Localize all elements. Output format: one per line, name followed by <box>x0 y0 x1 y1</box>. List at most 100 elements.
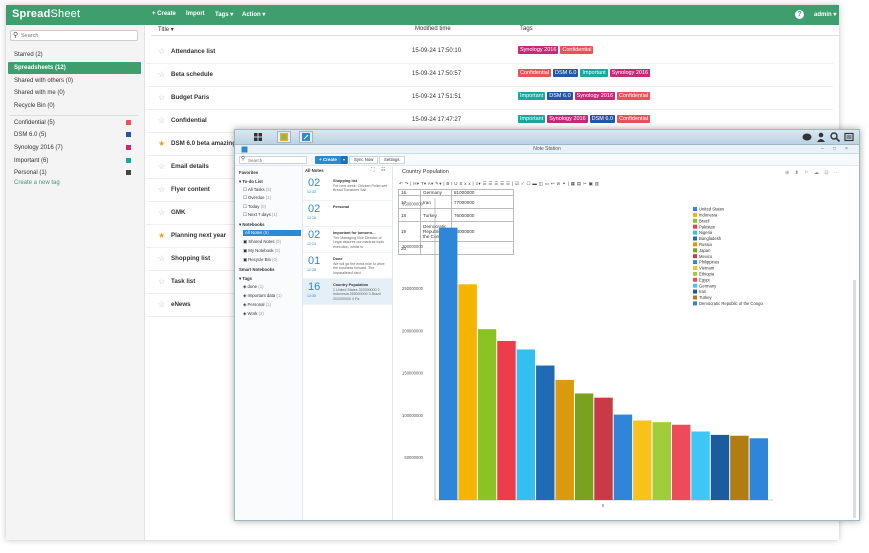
column-header-tags[interactable]: Tags <box>520 26 533 32</box>
tag-badge[interactable]: Confidential <box>617 115 651 123</box>
list-view-icon[interactable]: ☷ <box>381 167 386 173</box>
tag-badge[interactable]: Important <box>518 115 546 123</box>
tag-badge[interactable]: Important <box>518 92 546 100</box>
tag-badge[interactable]: Synology 2016 <box>518 46 559 54</box>
minimize-icon[interactable]: – <box>821 146 824 152</box>
editor-scrollbar[interactable] <box>853 280 856 518</box>
note-item[interactable]: 02 12:33 Shopping list For next week: Ch… <box>303 175 392 201</box>
file-title[interactable]: Email details <box>171 163 209 170</box>
search-icon[interactable] <box>829 131 843 143</box>
tag-badge[interactable]: DSM 6.0 <box>547 92 573 100</box>
file-row[interactable]: ☆ Budget Paris 15-09-24 17:51:51 Important D… <box>146 87 833 110</box>
sidebar-item-starred[interactable]: Starred (2) <box>14 52 43 58</box>
tag-badge[interactable]: DSM 6.0 <box>553 69 579 77</box>
recycle-bin-item[interactable]: ▣ Recycle Bin (0) <box>243 257 278 262</box>
chat-icon[interactable] <box>801 131 815 143</box>
tag-badge[interactable]: Synology 2016 <box>609 69 651 77</box>
star-icon[interactable]: ★ <box>158 139 166 148</box>
star-icon[interactable]: ☆ <box>158 277 166 286</box>
star-icon[interactable]: ☆ <box>158 93 166 102</box>
note-search-input[interactable] <box>248 157 306 163</box>
tag-badge[interactable]: Synology 2016 <box>547 115 588 123</box>
todo-next-7-days[interactable]: ☐ Next 7 days (1) <box>243 212 278 217</box>
widgets-icon[interactable] <box>843 131 857 143</box>
note-item[interactable]: 02 12:24 Important for tomorro... The Ma… <box>303 227 392 253</box>
note-title-field[interactable]: Country Population <box>402 169 449 175</box>
user-icon[interactable] <box>815 131 829 143</box>
settings-button[interactable]: Settings <box>379 156 405 164</box>
search-input[interactable] <box>21 31 131 40</box>
note-item-selected[interactable]: 16 12:35 Country Population 1 United Sta… <box>303 279 392 305</box>
star-icon[interactable]: ☆ <box>158 162 166 171</box>
note-item[interactable]: 02 12:26 Personal <box>303 201 392 227</box>
column-header-modified[interactable]: Modified time <box>415 26 451 32</box>
user-menu[interactable]: admin ▾ <box>814 12 837 18</box>
import-button[interactable]: Import <box>186 11 205 17</box>
favorites-heading[interactable]: Favorites <box>239 170 259 175</box>
file-title[interactable]: Flyer content <box>171 186 210 193</box>
star-icon[interactable]: ☆ <box>158 185 166 194</box>
sidebar-item-spreadsheets[interactable]: Spreadsheets (12) <box>8 62 141 74</box>
smart-notebooks-heading[interactable]: Smart Notebooks <box>239 267 275 272</box>
note-station-app-icon[interactable] <box>299 131 313 143</box>
file-title[interactable]: Planning next year <box>171 232 227 239</box>
tag-important-data[interactable]: ◈ Important data (1) <box>243 293 282 298</box>
note-editor[interactable]: Country Population ⊕ ⬆ ⚐ ☁ ⊡ ⋯ ↶ ↷ | H▾ … <box>393 166 859 520</box>
sync-now-button[interactable]: Sync Now <box>349 156 379 164</box>
tag-work[interactable]: ◈ Work (2) <box>243 311 264 316</box>
note-item[interactable]: 01 12:28 Done We will go the extra mile … <box>303 253 392 279</box>
close-icon[interactable]: × <box>845 146 848 152</box>
sidebar-tag-dsm[interactable]: DSM 6.0 (5) <box>8 129 141 141</box>
chevron-down-icon[interactable]: ▾ <box>341 156 347 164</box>
todo-today[interactable]: ☐ Today (0) <box>243 204 266 209</box>
sidebar-item-shared-with-me[interactable]: Shared with me (0) <box>14 90 65 96</box>
sidebar-tag-important[interactable]: Important (6) <box>8 155 141 167</box>
star-icon[interactable]: ☆ <box>158 208 166 217</box>
star-icon[interactable]: ☆ <box>158 70 166 79</box>
file-row[interactable]: ☆ Confidential 15-09-24 17:47:27 Important S… <box>146 110 833 133</box>
tag-badge[interactable]: Confidential <box>617 92 651 100</box>
file-row[interactable]: ☆ Attendance list 15-09-24 17:50:10 Synolog… <box>146 41 833 64</box>
create-menu[interactable]: + Create <box>152 11 176 17</box>
sidebar-tag-personal[interactable]: Personal (1) <box>8 167 141 179</box>
tag-badge[interactable]: Important <box>580 69 608 77</box>
formatting-toolbar[interactable]: ↶ ↷ | H▾ T▾ A▾ ✎▾ | B I U S x x | ≡▾ ☰ ☰… <box>399 181 600 186</box>
action-menu[interactable]: Action ▾ <box>242 12 266 18</box>
shared-notes-item[interactable]: ▣ Shared Notes (0) <box>243 239 282 244</box>
sidebar-tag-confidential[interactable]: Confidential (5) <box>8 117 141 129</box>
sidebar-search[interactable]: ⚲ <box>10 30 138 41</box>
file-row[interactable]: ☆ Beta schedule 15-09-24 17:50:57 Confident… <box>146 64 833 87</box>
star-icon[interactable]: ☆ <box>158 116 166 125</box>
sidebar-tag-synology[interactable]: Synology 2016 (7) <box>8 142 141 154</box>
file-title[interactable]: eNews <box>171 301 191 308</box>
file-title[interactable]: Attendance list <box>171 48 216 55</box>
note-search[interactable]: ⚲ <box>239 156 307 164</box>
all-notes-item[interactable]: All Notes (5) <box>243 230 301 236</box>
star-icon[interactable]: ★ <box>158 231 166 240</box>
column-header-title[interactable]: Title ▾ <box>158 27 174 33</box>
view-toggle-icon[interactable]: ⛶ <box>371 167 375 173</box>
tag-badge[interactable]: Confidential <box>560 46 594 54</box>
file-title[interactable]: GMK <box>171 209 186 216</box>
file-title[interactable]: Beta schedule <box>171 71 213 78</box>
todo-overdue[interactable]: ☐ Overdue (1) <box>243 195 271 200</box>
sidebar-item-shared-with-others[interactable]: Shared with others (0) <box>14 78 74 84</box>
file-title[interactable]: Task list <box>171 278 196 285</box>
create-note-button[interactable]: + Create <box>315 156 348 164</box>
notebooks-heading[interactable]: ▾ Notebooks <box>239 222 265 227</box>
todo-heading[interactable]: ▾ To-do List <box>239 179 263 184</box>
tags-heading[interactable]: ▾ Tags <box>239 276 253 281</box>
main-menu-icon[interactable] <box>251 131 265 143</box>
file-title[interactable]: DSM 6.0 beta amazing <box>171 140 236 147</box>
star-icon[interactable]: ☆ <box>158 47 166 56</box>
file-title[interactable]: Confidential <box>171 117 207 124</box>
file-title[interactable]: Budget Paris <box>171 94 210 101</box>
tag-badge[interactable]: Synology 2016 <box>574 92 616 100</box>
tag-badge[interactable]: DSM 6.0 <box>589 115 616 123</box>
sidebar-item-recycle-bin[interactable]: Recycle Bin (0) <box>14 103 55 109</box>
star-icon[interactable]: ☆ <box>158 300 166 309</box>
my-notebook-item[interactable]: ▣ My Notebook (5) <box>243 248 281 253</box>
star-icon[interactable]: ☆ <box>158 254 166 263</box>
tag-badge[interactable]: Confidential <box>518 69 552 77</box>
tag-done[interactable]: ◈ done (1) <box>243 284 264 289</box>
